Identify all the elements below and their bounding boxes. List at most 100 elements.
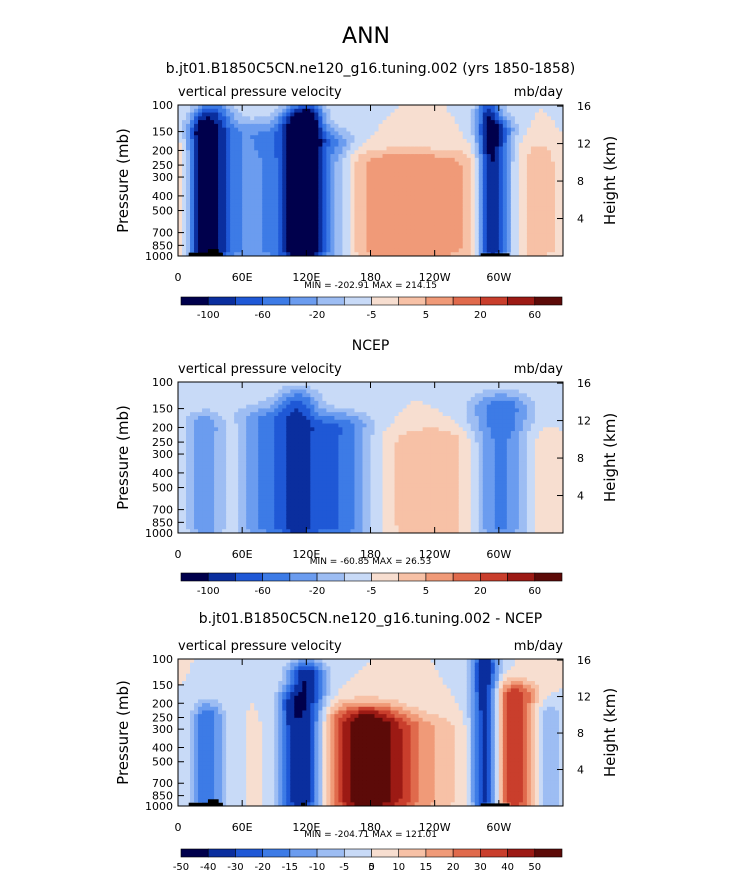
field-cell xyxy=(190,483,195,489)
field-cell xyxy=(254,184,259,189)
field-cell xyxy=(402,161,408,167)
field-cell xyxy=(350,180,356,185)
field-cell xyxy=(550,127,556,133)
field-cell xyxy=(206,446,211,451)
field-cell xyxy=(214,142,219,148)
field-cell xyxy=(286,252,291,256)
field-cell xyxy=(294,225,299,231)
field-cell xyxy=(230,108,235,114)
field-cell xyxy=(450,244,456,250)
field-cell xyxy=(214,397,219,402)
field-cell xyxy=(190,404,195,410)
field-cell xyxy=(250,408,255,413)
field-cell xyxy=(254,210,259,216)
field-cell xyxy=(286,169,291,174)
field-cell xyxy=(522,248,528,253)
field-cell xyxy=(214,487,219,493)
field-cell xyxy=(254,252,259,256)
field-cell xyxy=(190,169,195,174)
field-cell xyxy=(230,483,235,489)
field-cell xyxy=(342,108,348,114)
field-cell xyxy=(226,404,231,410)
field-cell xyxy=(230,188,235,193)
field-cell xyxy=(398,135,404,140)
field-cell xyxy=(186,476,191,481)
field-cell xyxy=(270,188,275,193)
field-cell xyxy=(194,199,199,204)
field-cell xyxy=(198,142,203,148)
field-cell xyxy=(238,191,243,197)
field-cell xyxy=(418,131,424,136)
field-cell xyxy=(514,188,520,193)
field-cell xyxy=(542,222,548,227)
field-cell xyxy=(358,135,364,140)
field-cell xyxy=(186,499,191,504)
field-cell xyxy=(238,237,243,242)
field-cell xyxy=(494,229,500,234)
field-cell xyxy=(526,203,532,208)
field-cell xyxy=(442,165,448,170)
field-cell xyxy=(274,233,279,238)
field-cell xyxy=(406,142,412,148)
field-cell xyxy=(430,154,436,159)
field-cell xyxy=(518,176,524,182)
field-cell xyxy=(178,237,183,242)
field-cell xyxy=(230,476,235,481)
field-cell xyxy=(534,203,540,208)
field-cell xyxy=(258,150,263,155)
field-cell xyxy=(518,150,524,155)
field-cell xyxy=(206,150,211,155)
field-cell xyxy=(218,237,223,242)
field-cell xyxy=(222,233,227,238)
field-cell xyxy=(294,135,299,140)
field-cell xyxy=(378,108,384,114)
field-cell xyxy=(374,116,380,121)
field-cell xyxy=(250,404,255,410)
field-cell xyxy=(182,154,187,159)
field-cell xyxy=(546,203,552,208)
field-cell xyxy=(186,491,191,496)
field-cell xyxy=(358,169,364,174)
field-cell xyxy=(426,157,432,163)
field-cell xyxy=(450,146,456,151)
field-cell xyxy=(182,465,187,470)
field-cell xyxy=(218,112,223,117)
field-cell xyxy=(430,169,436,174)
field-cell xyxy=(462,146,468,151)
field-cell xyxy=(202,434,207,440)
field-cell xyxy=(406,180,412,185)
field-cell xyxy=(250,495,255,500)
field-cell xyxy=(334,154,340,159)
field-cell xyxy=(374,199,380,204)
field-cell xyxy=(278,138,283,144)
field-cell xyxy=(198,491,203,496)
field-cell xyxy=(206,400,211,406)
field-cell xyxy=(226,483,231,489)
field-cell xyxy=(190,214,195,219)
field-cell xyxy=(266,203,271,208)
field-cell xyxy=(290,112,295,117)
field-cell xyxy=(370,172,376,178)
field-cell xyxy=(254,191,259,197)
field-cell xyxy=(270,438,275,444)
field-cell xyxy=(354,154,360,159)
field-cell xyxy=(322,127,327,133)
field-cell xyxy=(462,248,468,253)
field-cell xyxy=(254,419,259,425)
field-cell xyxy=(250,393,255,398)
field-cell xyxy=(362,157,368,163)
field-cell xyxy=(218,514,223,519)
field-cell xyxy=(202,165,207,170)
field-cell xyxy=(186,195,191,200)
field-cell xyxy=(442,206,448,212)
field-cell xyxy=(394,248,400,253)
field-cell xyxy=(510,191,516,197)
field-cell xyxy=(206,393,211,398)
field-cell xyxy=(202,237,207,242)
field-cell xyxy=(402,154,408,159)
field-cell xyxy=(218,499,223,504)
field-cell xyxy=(210,502,215,508)
field-cell xyxy=(182,495,187,500)
field-cell xyxy=(202,423,207,428)
field-cell xyxy=(214,480,219,485)
